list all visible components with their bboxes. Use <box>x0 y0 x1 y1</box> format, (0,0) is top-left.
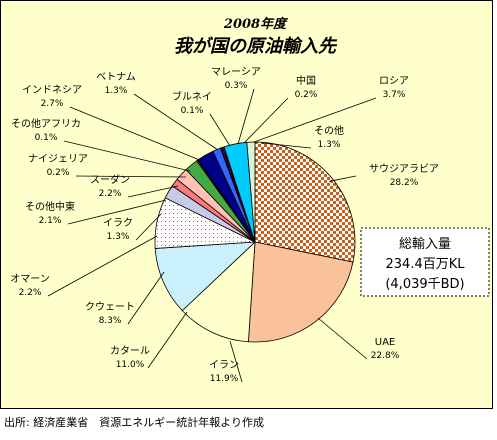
slice-label-value-11: 0.1% <box>35 133 58 143</box>
slice-label-name-16: 中国 <box>296 74 316 87</box>
slice-label-name-17: ロシア <box>379 76 409 87</box>
slice-label-name-6: オマーン <box>10 273 50 285</box>
slice-label-value-6: 2.2% <box>19 288 42 298</box>
slice-label-value-13: 1.3% <box>105 86 128 96</box>
slice-label-value-18: 1.3% <box>318 140 341 150</box>
leader-line-5 <box>127 271 165 325</box>
leader-line-12 <box>69 106 203 162</box>
chart-title: 2008年度 <box>223 16 289 32</box>
total-box-line2: 234.4百万KL <box>386 257 466 272</box>
slice-label-name-4: カタール <box>110 345 150 357</box>
slice-label-value-7: 1.3% <box>107 232 130 242</box>
total-box-line3: (4,039千BD) <box>385 277 464 292</box>
total-box-line1: 総輸入量 <box>399 237 451 252</box>
slice-label-name-11: その他アフリカ <box>11 117 81 130</box>
leader-line-2 <box>317 317 368 360</box>
slice-label-value-5: 8.3% <box>99 316 122 326</box>
leader-line-15 <box>237 88 255 145</box>
leader-line-10 <box>75 175 187 178</box>
slice-label-name-8: その他中東 <box>25 200 75 213</box>
leader-lines <box>47 88 377 383</box>
leader-line-1 <box>329 175 357 182</box>
slice-label-value-3: 11.9% <box>210 374 239 384</box>
pie-slices <box>154 141 356 343</box>
pie-slice-4 <box>154 241 257 312</box>
slice-label-value-9: 2.2% <box>99 189 122 199</box>
slice-label-name-15: マレーシア <box>211 67 261 78</box>
leader-line-17 <box>253 97 377 143</box>
slice-label-value-16: 0.2% <box>295 90 318 100</box>
slice-label-value-15: 0.3% <box>225 81 248 91</box>
slice-label-name-12: インドネシア <box>22 84 82 96</box>
slice-label-name-7: イラク <box>103 217 133 229</box>
pie-slice-3 <box>181 241 256 343</box>
leader-line-11 <box>63 140 191 172</box>
slice-label-value-12: 2.7% <box>41 99 64 109</box>
leader-line-18 <box>261 142 312 149</box>
slice-label-name-13: ベトナム <box>96 71 136 83</box>
pie-slice-2 <box>247 241 354 343</box>
slice-label-value-1: 28.2% <box>390 178 419 188</box>
slice-label-name-1: サウジアラビア <box>369 163 439 175</box>
slice-label-value-17: 3.7% <box>383 90 406 100</box>
slice-label-value-4: 11.0% <box>116 360 145 370</box>
slice-label-name-14: ブルネイ <box>172 90 212 103</box>
slice-label-name-3: イラン <box>209 359 239 371</box>
slice-label-value-8: 2.1% <box>39 216 62 226</box>
slice-labels: サウジアラビア 28.2% UAE 22.8% イラン 11.9% カタール 11.0% クウェ… <box>10 67 439 384</box>
leader-line-9 <box>127 185 179 198</box>
leader-line-6 <box>47 235 158 297</box>
leader-line-4 <box>147 311 188 369</box>
slice-label-name-5: クウェート <box>85 301 135 313</box>
total-imports-box: 総輸入量 234.4百万KL (4,039千BD) <box>360 227 490 297</box>
source-note: 出所: 経済産業省 資源エネルギー統計年報より作成 <box>4 416 264 429</box>
chart-subtitle: 我が国の原油輸入先 <box>174 36 338 57</box>
slice-label-value-14: 0.1% <box>181 106 204 116</box>
slice-label-name-18: その他 <box>314 124 344 137</box>
slice-label-value-10: 0.2% <box>47 168 70 178</box>
slice-label-name-9: スーダン <box>90 173 130 186</box>
leader-line-16 <box>243 97 289 144</box>
leader-line-8 <box>67 199 167 225</box>
slice-label-name-2: UAE <box>375 337 395 348</box>
total-box-border <box>360 227 490 297</box>
slice-label-name-10: ナイジェリア <box>28 153 88 165</box>
slice-label-value-2: 22.8% <box>371 351 400 361</box>
leader-line-7 <box>135 213 162 241</box>
leader-line-13 <box>133 93 219 151</box>
leader-line-3 <box>229 340 243 383</box>
leader-line-14 <box>209 113 231 147</box>
